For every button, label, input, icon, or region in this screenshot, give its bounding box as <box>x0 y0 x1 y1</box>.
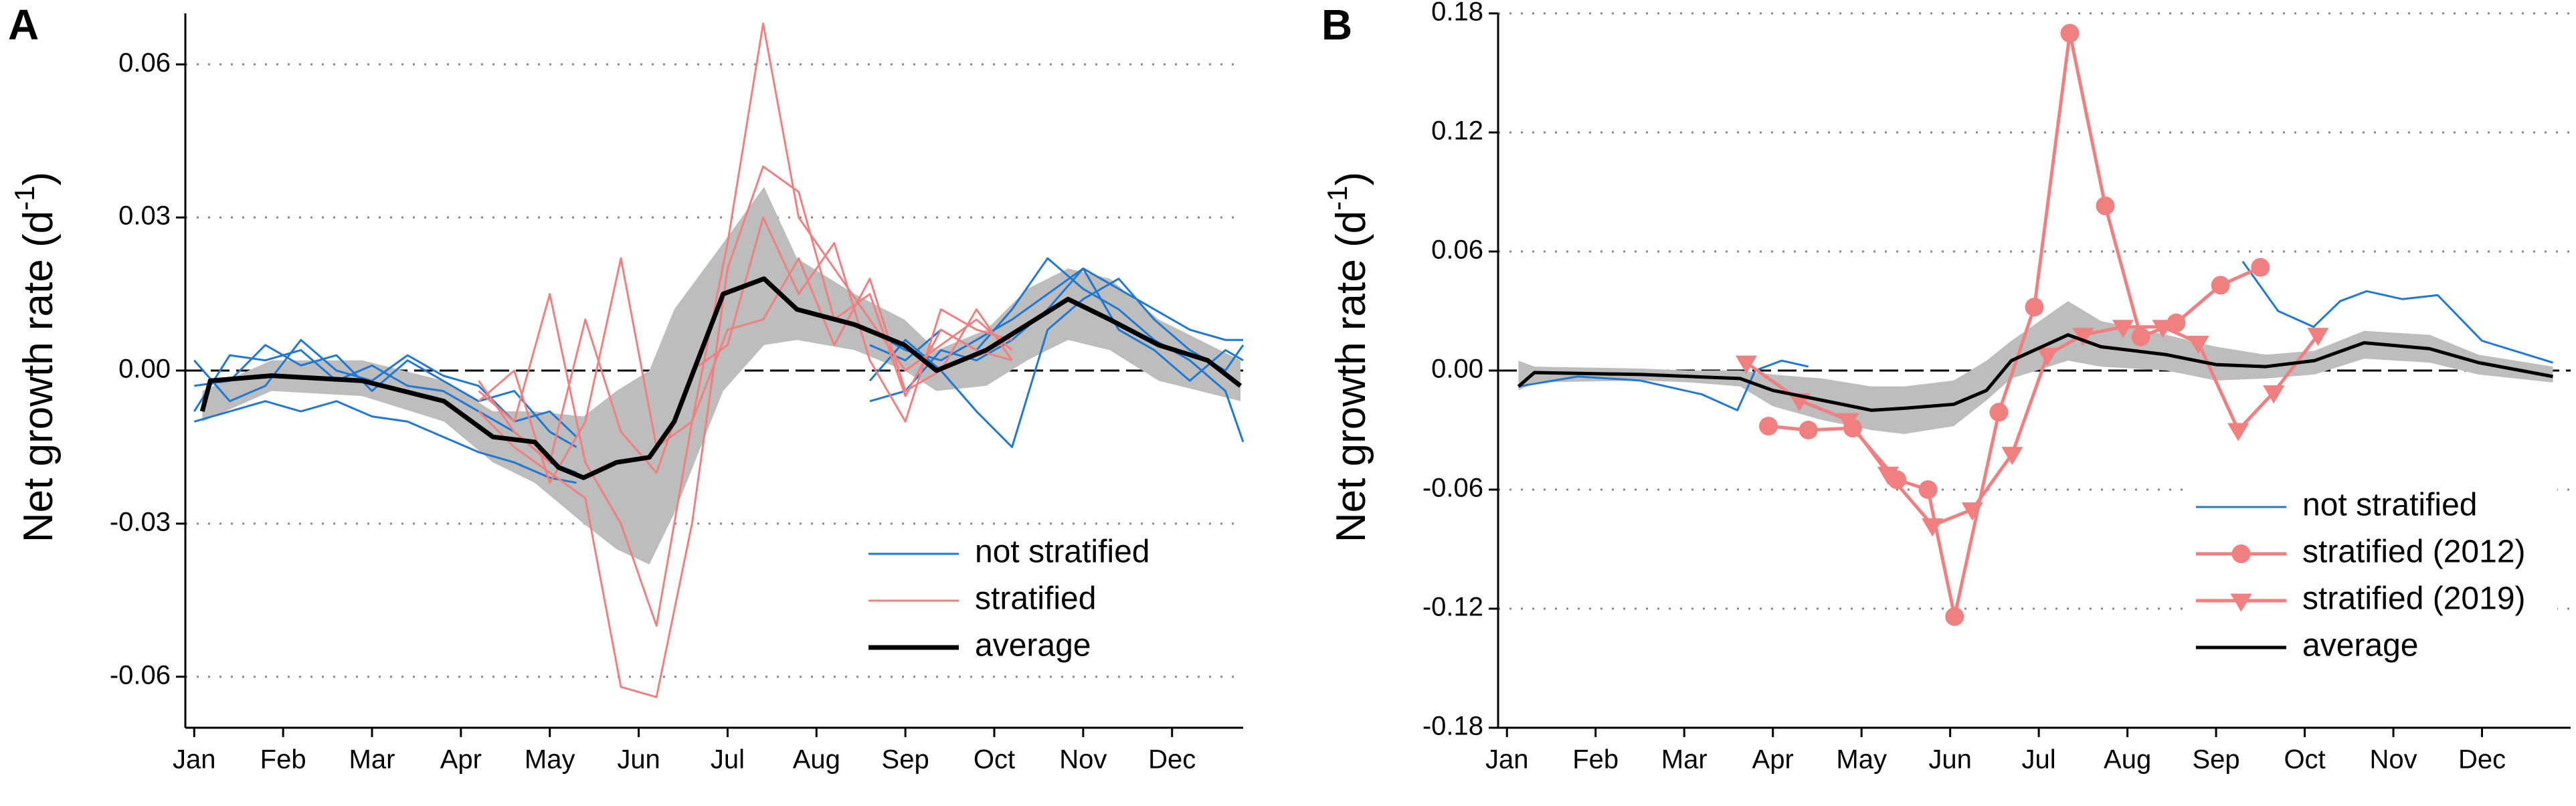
series-line <box>193 267 1244 438</box>
legend-label: average <box>975 628 1091 664</box>
x-tick-label: Jan <box>173 745 216 775</box>
marker <box>1945 607 1964 626</box>
series-line <box>1517 333 2553 412</box>
marker <box>2060 23 2080 43</box>
marker <box>2307 328 2329 346</box>
y-tick-label: -0.03 <box>110 507 171 536</box>
y-axis-label-sup: -1 <box>1321 186 1353 211</box>
marker <box>2001 447 2023 466</box>
x-tick-label: Feb <box>1572 745 1619 775</box>
marker <box>2152 320 2174 338</box>
marker <box>2187 335 2209 355</box>
range-band <box>202 187 1241 565</box>
marker <box>1837 413 1859 431</box>
marker <box>2263 385 2285 404</box>
marker <box>2112 320 2134 338</box>
x-tick-label: Nov <box>2369 745 2417 775</box>
x-tick-label: May <box>1836 745 1887 775</box>
x-tick-label: Aug <box>2104 745 2151 775</box>
range-band <box>1518 301 2553 434</box>
y-tick-label: 0.03 <box>118 201 171 231</box>
y-tick-label: -0.06 <box>110 660 171 690</box>
marker <box>1989 403 2009 422</box>
marker <box>2072 328 2094 346</box>
y-tick-label: -0.18 <box>1422 712 1483 741</box>
marker <box>1759 417 1778 436</box>
y-tick-label: 0.18 <box>1431 0 1483 27</box>
x-tick-label: Aug <box>793 745 840 775</box>
y-axis-label-close: ) <box>15 172 62 186</box>
marker <box>1877 466 1900 486</box>
marker <box>2131 327 2150 346</box>
series-line <box>478 257 1013 484</box>
x-tick-label: Dec <box>1148 745 1196 775</box>
legend-background <box>2183 480 2557 674</box>
x-tick-label: May <box>525 745 575 775</box>
legend-label: not stratified <box>975 534 1149 570</box>
x-tick-label: Jun <box>617 745 660 775</box>
marker <box>2211 276 2230 295</box>
marker <box>2167 313 2186 332</box>
marker <box>2096 196 2115 215</box>
y-axis-label-text: Net growth rate (d <box>15 211 62 542</box>
series-line <box>1518 260 2553 411</box>
y-tick-label: 0.00 <box>118 355 171 384</box>
series-line <box>193 267 1243 484</box>
marker <box>1922 518 1944 537</box>
legend-label: stratified (2019) <box>2302 581 2526 617</box>
legend-label: average <box>2302 628 2418 664</box>
y-axis-label-close: ) <box>1328 172 1374 186</box>
y-tick-label: -0.06 <box>1422 474 1483 503</box>
x-tick-label: Sep <box>2192 745 2239 775</box>
marker <box>1799 421 1818 439</box>
y-axis-label: Net growth rate (d-1) <box>1321 172 1374 542</box>
x-tick-label: Mar <box>349 745 395 775</box>
x-tick-label: Jan <box>1485 745 1529 775</box>
panel-label: A <box>8 1 39 49</box>
y-tick-label: 0.00 <box>1431 355 1483 384</box>
y-axis-label-text: Net growth rate (d <box>1328 211 1374 542</box>
x-tick-label: Dec <box>2458 745 2506 775</box>
y-axis-label-sup: -1 <box>9 186 40 211</box>
marker <box>1961 502 1983 521</box>
marker <box>2231 544 2251 563</box>
series-line <box>199 276 1243 480</box>
legend-label: not stratified <box>2302 488 2477 523</box>
x-tick-label: Jul <box>711 745 745 775</box>
marker <box>2025 298 2044 317</box>
marker <box>2230 593 2252 612</box>
x-tick-label: Oct <box>974 745 1015 775</box>
marker <box>1918 480 1938 499</box>
x-tick-label: Apr <box>440 745 482 775</box>
x-tick-label: Mar <box>1661 745 1708 775</box>
y-tick-label: 0.06 <box>1431 235 1483 265</box>
legend-label: stratified (2012) <box>2302 534 2526 570</box>
marker <box>2251 258 2270 277</box>
marker <box>1735 355 1758 374</box>
y-tick-label: 0.12 <box>1431 116 1483 146</box>
x-tick-label: Nov <box>1059 745 1107 775</box>
x-tick-label: Sep <box>882 745 929 775</box>
marker <box>2227 423 2249 441</box>
x-tick-label: Apr <box>1752 745 1794 775</box>
x-tick-label: Jun <box>1928 745 1972 775</box>
x-tick-label: Oct <box>2284 745 2325 775</box>
y-tick-label: -0.12 <box>1422 593 1483 622</box>
legend-label: stratified <box>975 581 1096 617</box>
marker <box>2037 347 2059 367</box>
x-tick-label: Feb <box>260 745 306 775</box>
y-axis-label: Net growth rate (d-1) <box>9 172 62 542</box>
y-tick-label: 0.06 <box>118 48 171 78</box>
series-line <box>478 216 1012 474</box>
x-tick-label: Jul <box>2022 745 2056 775</box>
panel-label: B <box>1321 1 1352 49</box>
